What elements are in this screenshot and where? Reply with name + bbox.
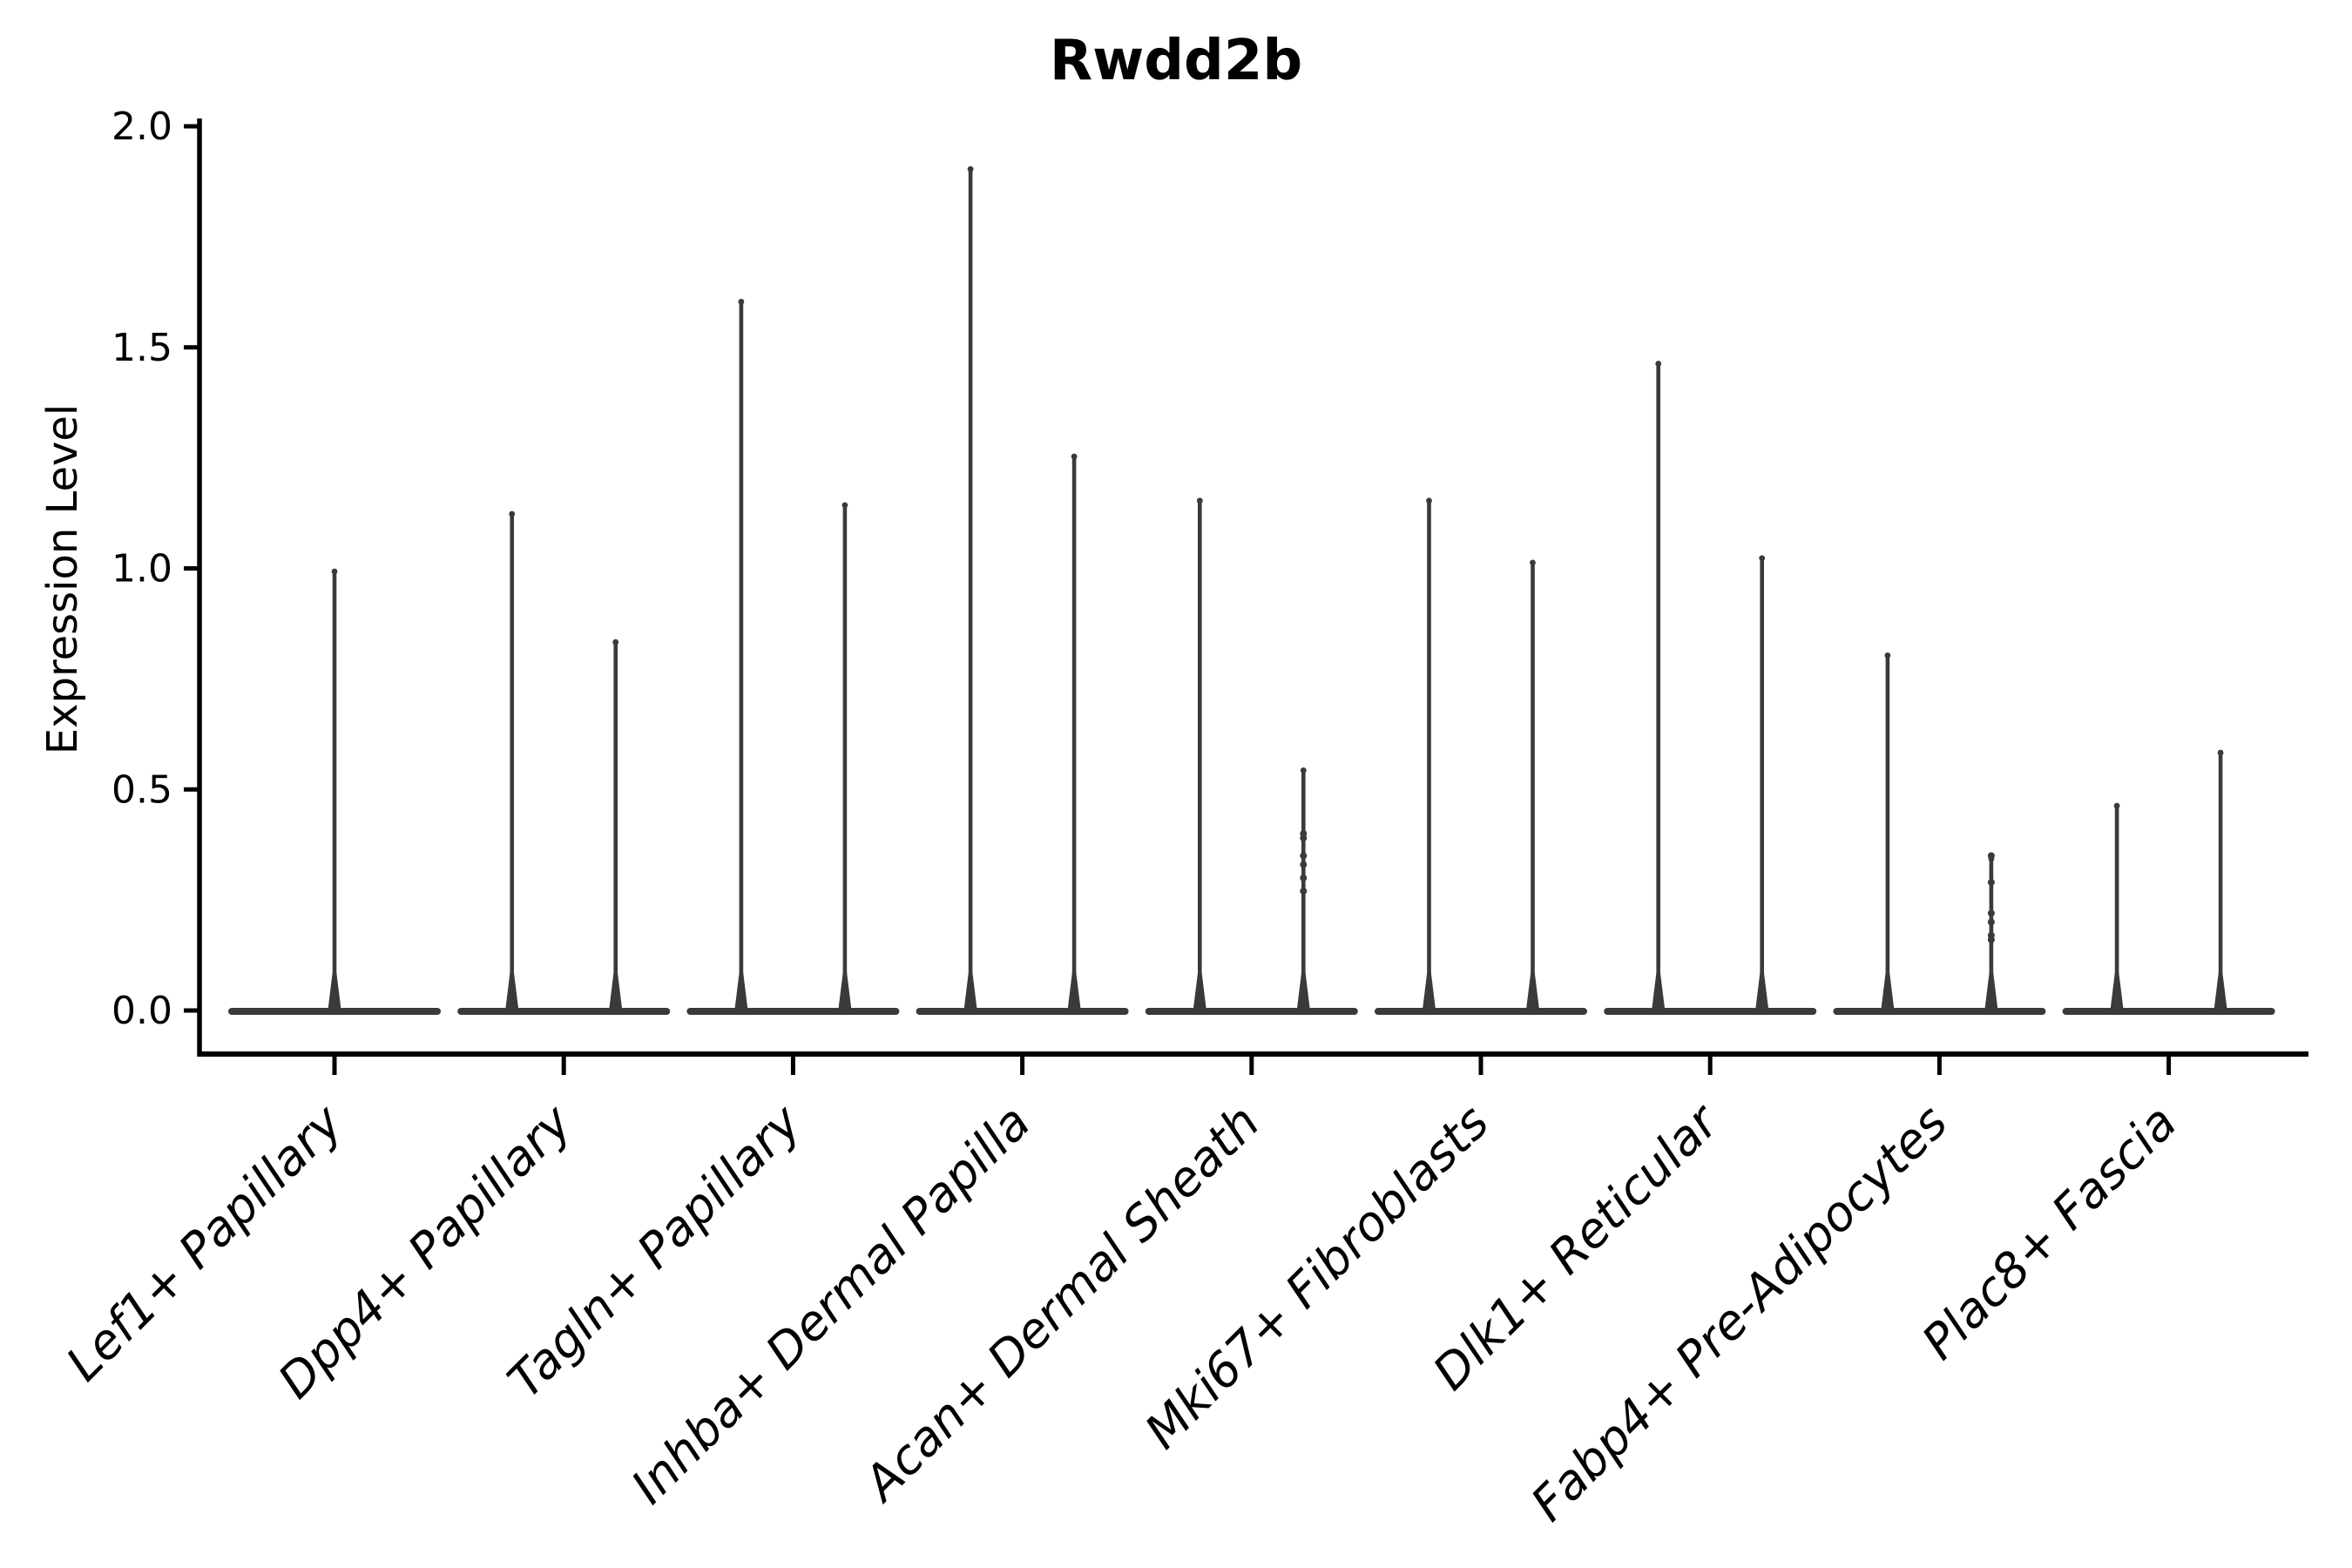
violin-point-7-1-0 (1987, 852, 1995, 860)
violin-spike-cap-1-0 (509, 510, 516, 517)
x-tick-label-3: Inhba+ Dermal Papilla (620, 1094, 1040, 1514)
y-tick-label-3: 0.5 (112, 767, 172, 812)
violin-spike-cap-3-0 (967, 166, 974, 172)
x-tick-label-4: Acan+ Dermal Sheath (851, 1094, 1270, 1513)
violin-point-4-1-2 (1300, 852, 1308, 860)
violin-point-7-1-1 (1987, 878, 1995, 886)
violin-spike-cap-0-0 (331, 568, 338, 575)
violin-point-7-1-3 (1987, 918, 1995, 926)
violin-spike-cap-5-0 (1426, 497, 1432, 504)
violin-spike-cap-8-0 (2113, 802, 2120, 809)
violin-point-4-1-1 (1300, 835, 1308, 842)
y-tick-label-0: 2.0 (112, 105, 172, 149)
violin-spike-cap-5-1 (1530, 559, 1536, 566)
y-tick-label-1: 1.5 (112, 326, 172, 370)
violin-spike-cap-8-1 (2217, 749, 2224, 756)
violin-point-4-1-5 (1300, 887, 1308, 895)
violin-spike-cap-4-0 (1196, 497, 1203, 504)
violin-spike-cap-4-1 (1300, 767, 1307, 774)
violin-spike-cap-6-0 (1655, 361, 1662, 367)
violin-spike-cap-2-1 (841, 502, 848, 509)
violin-spike-cap-7-0 (1884, 652, 1891, 659)
violin-point-4-1-3 (1300, 861, 1308, 868)
y-tick-label-2: 1.0 (112, 547, 172, 591)
violin-spike-cap-2-0 (738, 299, 745, 305)
violin-point-4-1-4 (1300, 874, 1308, 882)
violin-spike-cap-1-1 (612, 639, 619, 645)
chart-title: Rwdd2b (1049, 29, 1303, 93)
x-tick-label-7: Fabp4+ Pre-Adipocytes (1520, 1094, 1957, 1531)
violin-point-7-1-2 (1987, 909, 1995, 917)
violin-spike-cap-6-1 (1759, 555, 1766, 562)
y-tick-label-4: 0.0 (112, 989, 172, 1033)
violin-spike-cap-3-1 (1071, 453, 1078, 460)
violin-point-7-1-5 (1987, 936, 1995, 943)
